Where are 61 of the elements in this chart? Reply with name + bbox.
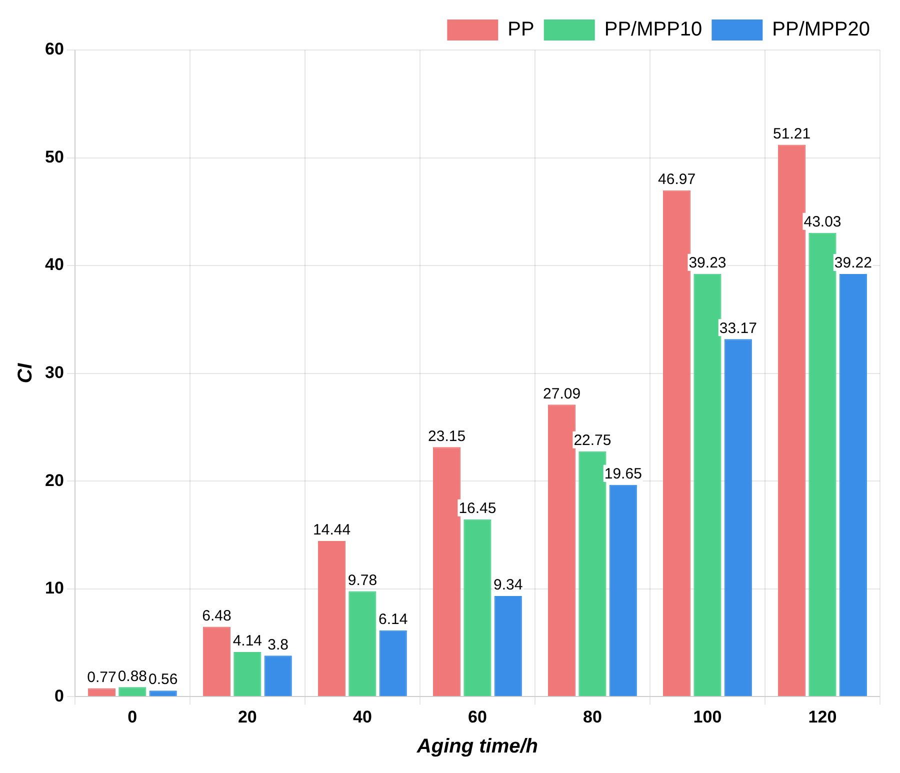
bar	[318, 540, 346, 696]
bar	[202, 626, 231, 696]
bar	[118, 687, 146, 696]
bar	[494, 596, 522, 696]
bar	[88, 688, 116, 696]
bar	[663, 190, 691, 696]
x-tick-label: 0	[128, 707, 138, 726]
legend-label: PP/MPP10	[604, 18, 702, 41]
bar	[724, 339, 752, 696]
data-label: 3.8	[268, 636, 289, 654]
data-label: 19.65	[604, 465, 642, 482]
data-label: 23.15	[428, 428, 466, 445]
data-label: 43.03	[804, 214, 842, 231]
y-tick-label: 40	[44, 255, 64, 274]
legend-label: PP	[508, 18, 534, 41]
y-tick-label: 50	[44, 147, 64, 166]
data-label: 16.45	[458, 500, 496, 517]
y-tick-label: 20	[44, 470, 64, 490]
bar	[839, 274, 867, 696]
legend-label: PP/MPP20	[772, 18, 870, 41]
data-label: 6.48	[202, 607, 232, 624]
data-label: 39.23	[688, 254, 726, 272]
y-tick-label: 0	[54, 686, 64, 706]
y-tick-label: 60	[44, 40, 64, 59]
bar	[694, 274, 722, 696]
bar	[464, 519, 492, 696]
data-label: 33.17	[719, 320, 757, 337]
data-label: 22.75	[574, 432, 612, 450]
x-tick-label: 20	[238, 707, 257, 726]
data-label: 4.14	[232, 632, 262, 650]
bar	[578, 451, 606, 696]
data-label: 14.44	[313, 522, 351, 539]
bar	[348, 591, 376, 696]
data-label: 27.09	[543, 385, 581, 402]
x-tick-label: 80	[583, 707, 602, 726]
bar	[432, 447, 461, 696]
data-label: 0.77	[87, 668, 116, 686]
x-tick-label: 60	[468, 707, 487, 726]
y-axis-title: CI	[14, 362, 37, 384]
x-tick-label: 100	[693, 707, 722, 726]
data-label: 9.34	[494, 576, 523, 594]
bar	[234, 652, 262, 696]
bar	[149, 690, 177, 696]
y-tick-label: 30	[44, 362, 64, 382]
bar	[609, 484, 637, 696]
y-tick-label: 10	[44, 578, 64, 598]
data-label: 9.78	[348, 572, 378, 589]
bar	[379, 630, 407, 696]
x-tick-label: 40	[352, 707, 372, 726]
bar	[264, 656, 292, 696]
bar	[548, 404, 576, 696]
bar	[808, 232, 836, 696]
data-label: 51.21	[773, 125, 811, 142]
bar	[778, 144, 806, 696]
x-tick-label: 120	[808, 707, 837, 726]
data-label: 46.97	[658, 171, 696, 188]
data-label: 6.14	[378, 611, 408, 628]
data-label: 0.88	[118, 668, 148, 685]
data-label: 0.56	[148, 671, 178, 688]
data-label: 39.22	[834, 254, 872, 272]
x-axis-title: Aging time/h	[416, 736, 538, 758]
